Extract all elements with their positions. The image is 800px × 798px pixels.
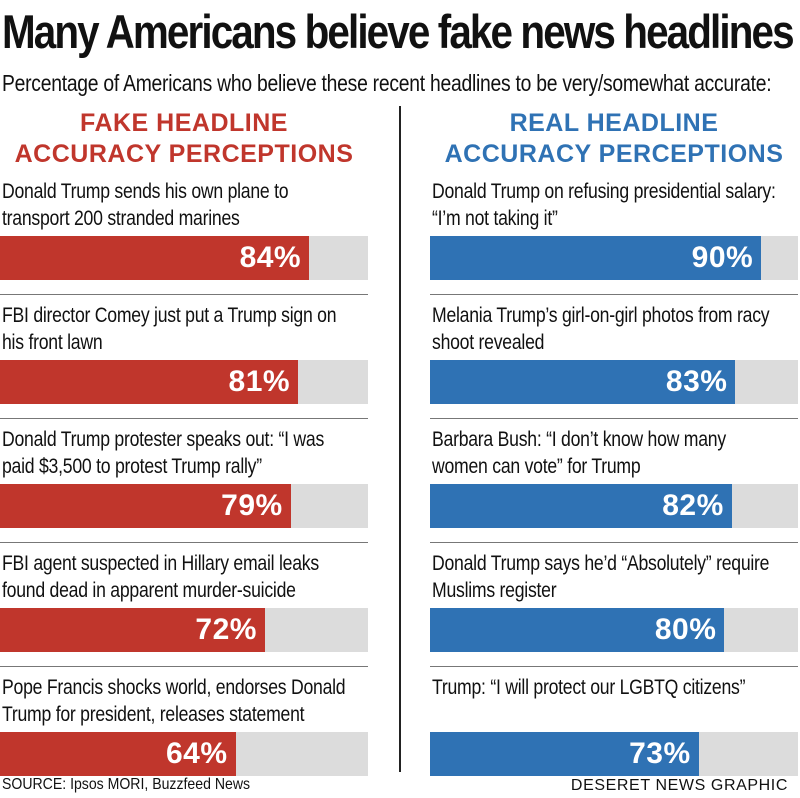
fake-headline-row: Donald Trump sends his own plane to tran…	[0, 174, 368, 298]
real-row-separator	[430, 418, 798, 419]
real-headline-text: Barbara Bush: “I don’t know how many wom…	[432, 428, 726, 478]
real-bar: 82%	[430, 484, 732, 528]
fake-headline-text: FBI agent suspected in Hillary email lea…	[2, 552, 319, 602]
fake-bar-track: 72%	[0, 608, 368, 652]
fake-row-separator	[0, 294, 368, 295]
fake-headline-row: Pope Francis shocks world, endorses Dona…	[0, 670, 368, 794]
real-bar-value-label: 82%	[662, 489, 724, 522]
real-bar-value-label: 80%	[654, 613, 717, 646]
real-headline-panel: REAL HEADLINE ACCURACY PERCEPTIONS Donal…	[430, 106, 798, 794]
real-panel-heading: REAL HEADLINE ACCURACY PERCEPTIONS	[430, 108, 798, 174]
real-headline-row: Donald Trump on refusing presidential sa…	[430, 174, 798, 298]
fake-headline-panel: FAKE HEADLINE ACCURACY PERCEPTIONS Donal…	[0, 106, 368, 794]
real-row-separator	[430, 542, 798, 543]
fake-row-separator	[0, 666, 368, 667]
real-headline-row: Donald Trump says he’d “Absolutely” requ…	[430, 546, 798, 670]
fake-headline-row: Donald Trump protester speaks out: “I wa…	[0, 422, 368, 546]
fake-bar-value-label: 79%	[221, 489, 283, 522]
real-headline-text: Melania Trump’s girl-on-girl photos from…	[432, 304, 770, 354]
fake-panel-heading: FAKE HEADLINE ACCURACY PERCEPTIONS	[0, 108, 368, 174]
fake-bar-track: 79%	[0, 484, 368, 528]
real-headline-row: Barbara Bush: “I don’t know how many wom…	[430, 422, 798, 546]
real-row-separator	[430, 666, 798, 667]
real-bar-track: 82%	[430, 484, 798, 528]
fake-bar-track: 84%	[0, 236, 368, 280]
fake-bar: 84%	[0, 236, 310, 280]
real-heading-line-2: ACCURACY PERCEPTIONS	[444, 140, 784, 168]
fake-bar-track: 64%	[0, 732, 368, 776]
real-row-separator	[430, 294, 798, 295]
real-heading-line-1: REAL HEADLINE	[509, 109, 719, 137]
real-headline-row: Trump: “I will protect our LGBTQ citizen…	[430, 670, 798, 794]
fake-bar-value-label: 81%	[228, 365, 291, 398]
fake-bar-value-label: 64%	[165, 737, 228, 770]
fake-bar-value-label: 84%	[239, 241, 302, 274]
fake-heading-line-1: FAKE HEADLINE	[80, 109, 288, 137]
real-bar: 83%	[430, 360, 736, 404]
fake-row-separator	[0, 418, 368, 419]
fake-bar: 64%	[0, 732, 236, 776]
real-bar-track: 80%	[430, 608, 798, 652]
real-headline-text: Donald Trump says he’d “Absolutely” requ…	[432, 552, 770, 602]
fake-heading-line-2: ACCURACY PERCEPTIONS	[14, 140, 354, 168]
fake-bar: 79%	[0, 484, 291, 528]
real-headline-text: Donald Trump on refusing presidential sa…	[432, 180, 776, 230]
fake-row-separator	[0, 542, 368, 543]
real-headline-text: Trump: “I will protect our LGBTQ citizen…	[432, 676, 746, 699]
fake-headline-text: Donald Trump sends his own plane to tran…	[2, 180, 289, 230]
fake-headline-text: Donald Trump protester speaks out: “I wa…	[2, 428, 325, 478]
fake-bar: 81%	[0, 360, 299, 404]
fake-bar-track: 81%	[0, 360, 368, 404]
fake-bar: 72%	[0, 608, 265, 652]
fake-headline-row: FBI agent suspected in Hillary email lea…	[0, 546, 368, 670]
real-bar: 80%	[430, 608, 725, 652]
real-bar-value-label: 83%	[665, 365, 728, 398]
source-note: SOURCE: Ipsos MORI, Buzzfeed News	[2, 776, 251, 793]
real-bar-track: 73%	[430, 732, 798, 776]
fake-headline-text: Pope Francis shocks world, endorses Dona…	[2, 676, 346, 726]
fake-headline-text: FBI director Comey just put a Trump sign…	[2, 304, 337, 354]
fake-bar-list: Donald Trump sends his own plane to tran…	[0, 174, 368, 794]
fake-bar-value-label: 72%	[195, 613, 257, 646]
real-bar-track: 83%	[430, 360, 798, 404]
graphic-credit: DESERET NEWS GRAPHIC	[570, 777, 788, 794]
real-headline-row: Melania Trump’s girl-on-girl photos from…	[430, 298, 798, 422]
real-bar-value-label: 90%	[691, 241, 754, 274]
chart-subtitle: Percentage of Americans who believe thes…	[2, 70, 772, 96]
real-bar: 73%	[430, 732, 699, 776]
center-divider	[399, 106, 401, 772]
chart-title: Many Americans believe fake news headlin…	[2, 5, 795, 58]
real-bar: 90%	[430, 236, 762, 280]
real-bar-value-label: 73%	[629, 737, 691, 770]
fake-headline-row: FBI director Comey just put a Trump sign…	[0, 298, 368, 422]
real-bar-list: Donald Trump on refusing presidential sa…	[430, 174, 798, 794]
real-bar-track: 90%	[430, 236, 798, 280]
